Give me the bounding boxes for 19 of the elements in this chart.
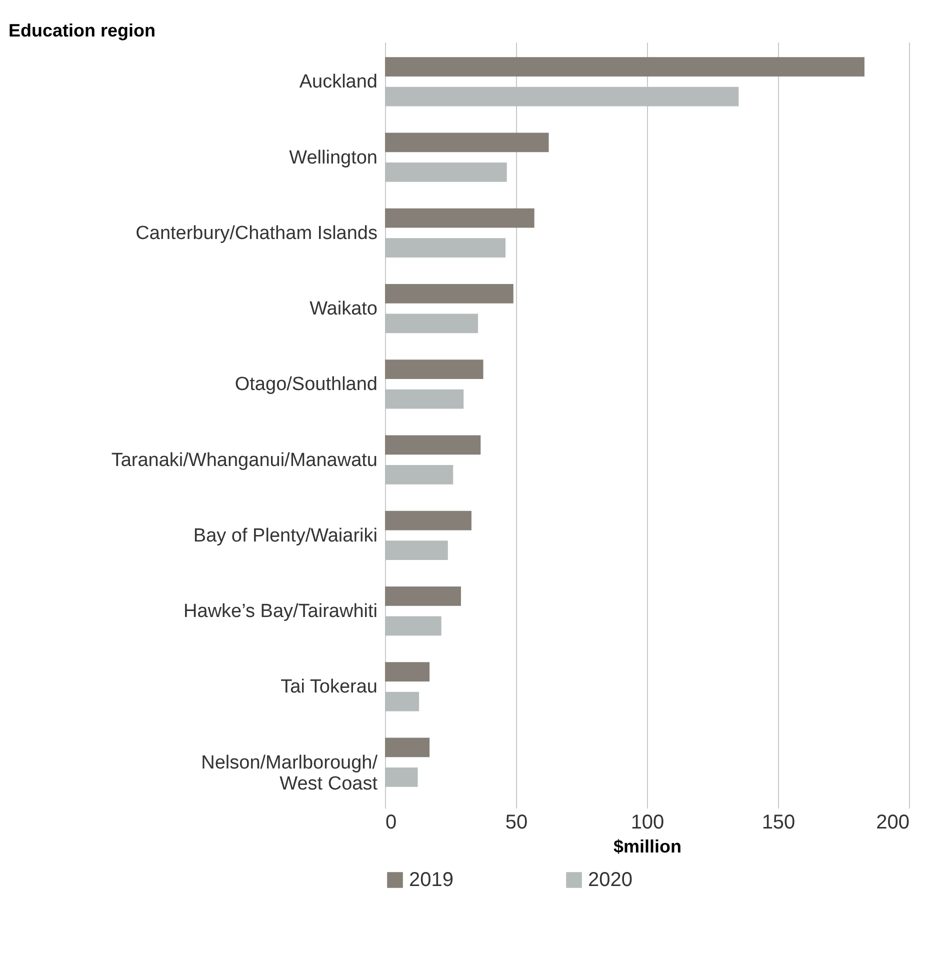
x-axis-title: $million <box>613 836 682 856</box>
x-tick-label: 200 <box>876 812 910 834</box>
x-tick-label: 150 <box>762 812 796 834</box>
y-tick-label: Canterbury/Chatham Islands <box>136 222 378 244</box>
legend-label: 2020 <box>588 869 632 891</box>
y-tick-label: Taranaki/Whanganui/Manawatu <box>111 450 378 471</box>
y-axis-title: Education region <box>8 20 156 40</box>
y-tick-label: Nelson/Marlborough/ West Coast <box>201 752 378 794</box>
x-tick-label: 0 <box>386 812 397 834</box>
legend-label: 2019 <box>409 869 454 891</box>
y-tick-label: Otago/Southland <box>234 374 378 396</box>
x-tick-label: 100 <box>630 812 664 834</box>
y-tick-label: Waikato <box>310 298 378 320</box>
y-tick-label: Bay of Plenty/Waiariki <box>193 525 378 546</box>
x-tick-label: 50 <box>505 812 528 834</box>
y-tick-label: Tai Tokerau <box>280 676 378 698</box>
y-tick-label: Wellington <box>289 147 378 168</box>
y-tick-label: Auckland <box>299 72 378 93</box>
y-tick-label: Hawke’s Bay/Tairawhiti <box>184 601 378 622</box>
